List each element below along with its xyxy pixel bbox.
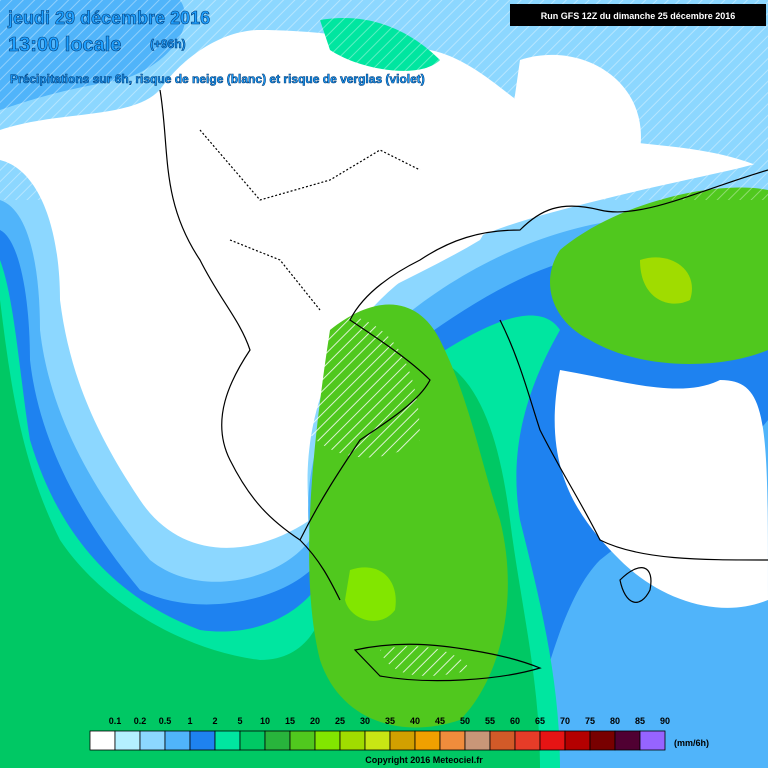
legend-swatch [614,730,641,751]
legend-swatch [489,730,516,751]
legend-swatch [564,730,591,751]
legend-swatch [314,730,341,751]
legend-swatch [439,730,466,751]
legend-label: 50 [460,716,470,726]
legend-label: 0.1 [109,716,122,726]
legend-label: 10 [260,716,270,726]
legend-swatch [514,730,541,751]
legend-swatch [339,730,366,751]
legend-label: 45 [435,716,445,726]
legend: 0.1 0.2 0.5 1 2 5 10 15 20 25 30 35 40 45 50 55 60 65 70 75… [89,716,670,751]
legend-swatch [414,730,441,751]
legend-unit: (mm/6h) [674,738,709,748]
legend-label: 5 [237,716,242,726]
legend-label: 0.2 [134,716,147,726]
legend-label: 15 [285,716,295,726]
legend-swatch [239,730,266,751]
legend-label: 90 [660,716,670,726]
run-box [510,4,766,26]
legend-label: 85 [635,716,645,726]
legend-label: 2 [212,716,217,726]
lead: (+96h) [150,37,186,51]
legend-swatch [139,730,166,751]
subtitle: Précipitations sur 6h, risque de neige (… [10,72,425,86]
legend-label: 25 [335,716,345,726]
legend-label: 70 [560,716,570,726]
legend-swatch [389,730,416,751]
legend-swatch [114,730,141,751]
legend-label: 75 [585,716,595,726]
legend-swatch [264,730,291,751]
legend-label: 20 [310,716,320,726]
legend-swatch [639,730,666,751]
run-label: Run GFS 12Z du dimanche 25 décembre 2016 [541,11,736,21]
legend-swatch [289,730,316,751]
date: jeudi 29 décembre 2016 [7,8,210,28]
legend-swatch [464,730,491,751]
legend-swatch [539,730,566,751]
legend-label: 1 [187,716,192,726]
legend-label: 65 [535,716,545,726]
legend-label: 40 [410,716,420,726]
legend-swatch [589,730,616,751]
legend-swatch [214,730,241,751]
legend-swatch [189,730,216,751]
legend-swatch [364,730,391,751]
legend-label: 30 [360,716,370,726]
legend-swatch [164,730,191,751]
legend-label: 80 [610,716,620,726]
legend-label: 0.5 [159,716,172,726]
legend-label: 35 [385,716,395,726]
legend-swatch [89,730,116,751]
copyright: Copyright 2016 Meteociel.fr [365,755,483,765]
coastlines [159,89,768,682]
legend-label: 60 [510,716,520,726]
legend-label: 55 [485,716,495,726]
time: 13:00 locale [8,34,121,56]
